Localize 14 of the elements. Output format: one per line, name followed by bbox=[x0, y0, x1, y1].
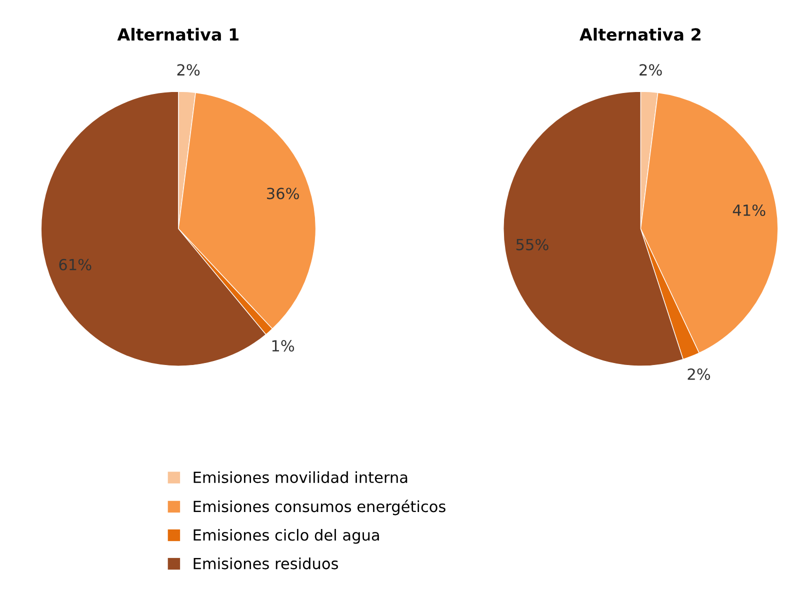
data-label: 2% bbox=[177, 64, 200, 76]
legend-label: Emisiones ciclo del agua bbox=[194, 528, 379, 544]
legend-label: Emisiones movilidad interna bbox=[194, 471, 408, 484]
legend-label: Emisiones residuos bbox=[194, 557, 338, 570]
data-label: 2% bbox=[640, 64, 662, 76]
chart-title: Alternativa 2 bbox=[580, 28, 700, 41]
data-label: 1% bbox=[272, 340, 294, 352]
data-label: 41% bbox=[732, 204, 766, 216]
data-label: 2% bbox=[688, 368, 710, 380]
data-label: 61% bbox=[59, 258, 92, 270]
data-label: 55% bbox=[516, 238, 548, 250]
data-label: 36% bbox=[267, 188, 299, 200]
legend-label: Emisiones consumos energéticos bbox=[194, 500, 446, 516]
chart-title: Alternativa 1 bbox=[117, 28, 238, 41]
